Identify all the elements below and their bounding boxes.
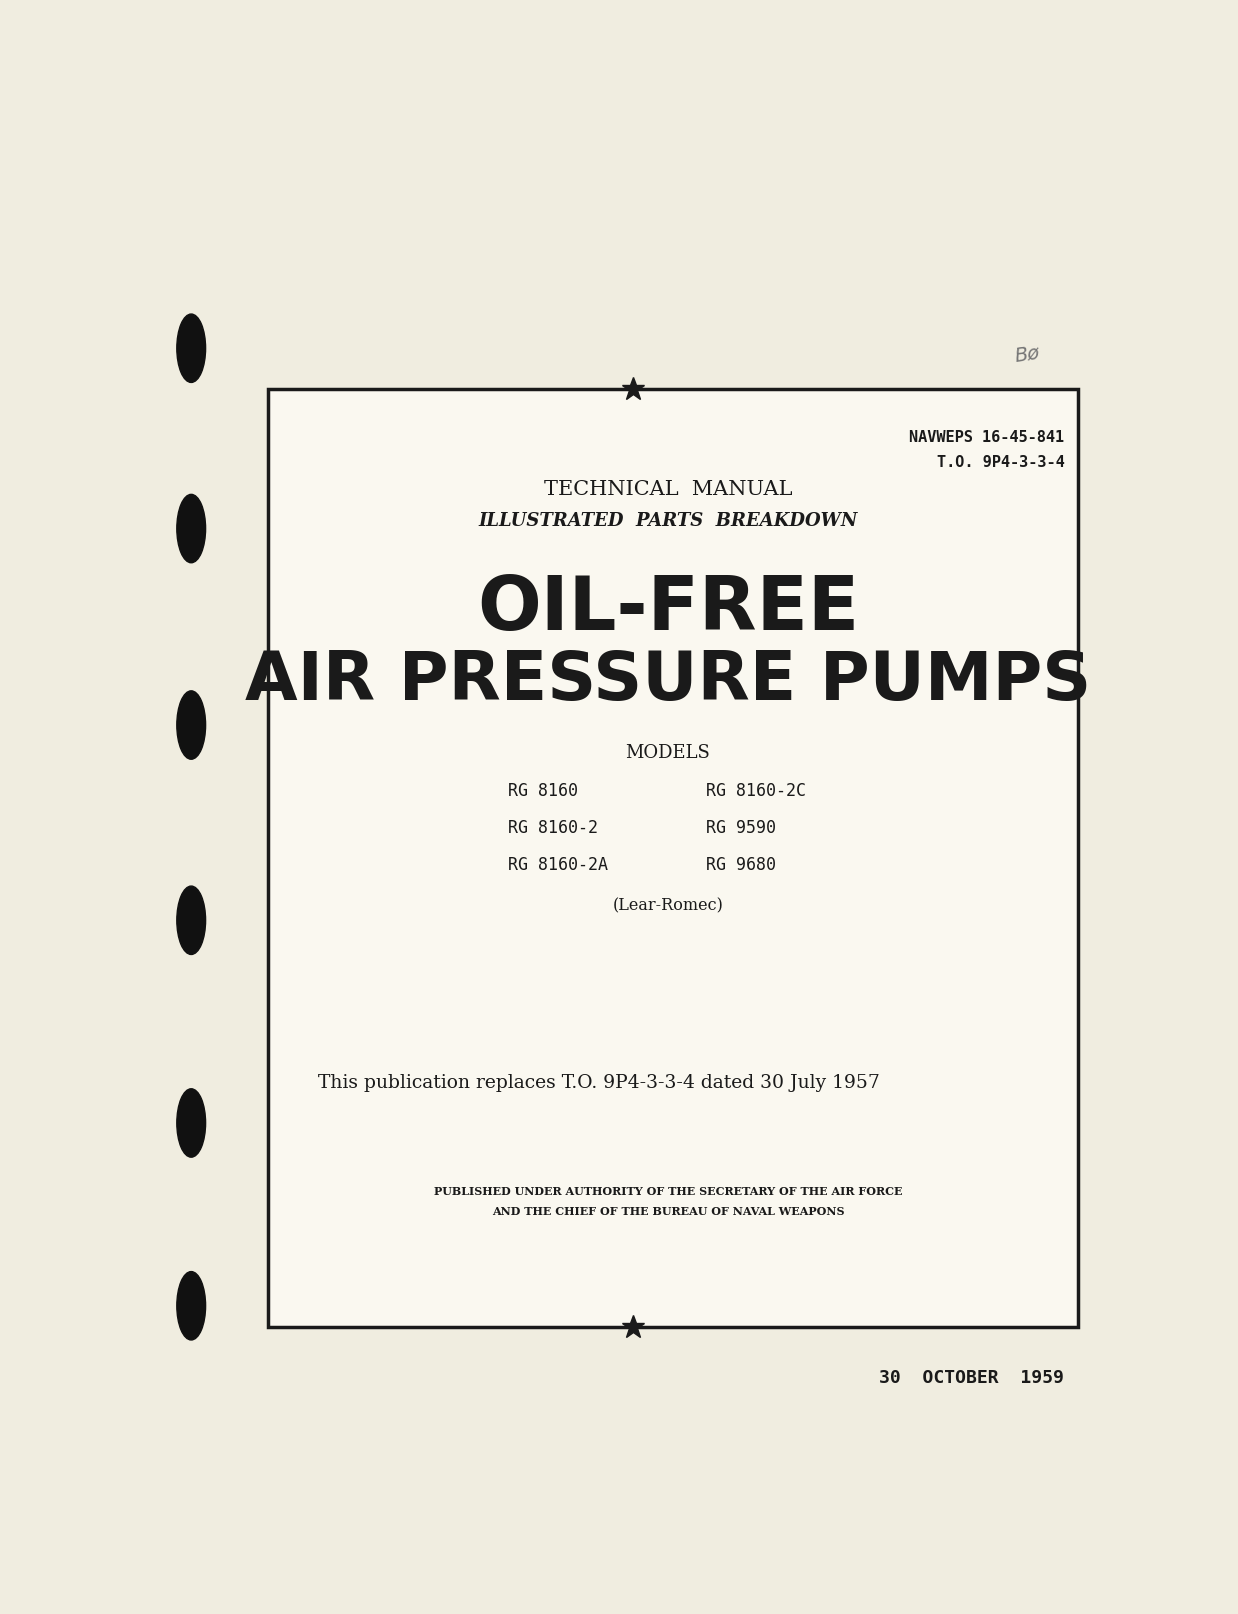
Text: RG 8160-2: RG 8160-2 <box>508 818 598 836</box>
Ellipse shape <box>177 1272 206 1340</box>
Text: (Lear-Romec): (Lear-Romec) <box>613 897 723 914</box>
Ellipse shape <box>177 1089 206 1157</box>
Text: OIL-FREE: OIL-FREE <box>477 573 859 646</box>
Text: This publication replaces T.O. 9P4-3-3-4 dated 30 July 1957: This publication replaces T.O. 9P4-3-3-4… <box>318 1073 880 1091</box>
Text: RG 8160-2C: RG 8160-2C <box>707 781 806 799</box>
Text: AND THE CHIEF OF THE BUREAU OF NAVAL WEAPONS: AND THE CHIEF OF THE BUREAU OF NAVAL WEA… <box>491 1204 844 1215</box>
Text: RG 9680: RG 9680 <box>707 855 776 873</box>
Ellipse shape <box>177 495 206 563</box>
Text: TECHNICAL  MANUAL: TECHNICAL MANUAL <box>543 479 792 499</box>
Text: ILLUSTRATED  PARTS  BREAKDOWN: ILLUSTRATED PARTS BREAKDOWN <box>478 512 858 529</box>
Ellipse shape <box>177 315 206 383</box>
Text: NAVWEPS 16-45-841: NAVWEPS 16-45-841 <box>909 429 1065 445</box>
Text: RG 8160: RG 8160 <box>508 781 578 799</box>
Text: RG 9590: RG 9590 <box>707 818 776 836</box>
Text: 30  OCTOBER  1959: 30 OCTOBER 1959 <box>879 1367 1065 1386</box>
Text: Bø: Bø <box>1014 342 1041 365</box>
Bar <box>267 391 1078 1327</box>
Text: RG 8160-2A: RG 8160-2A <box>508 855 608 873</box>
Text: T.O. 9P4-3-3-4: T.O. 9P4-3-3-4 <box>937 455 1065 470</box>
Ellipse shape <box>177 691 206 760</box>
Ellipse shape <box>177 886 206 955</box>
Text: MODELS: MODELS <box>625 744 711 762</box>
Text: AIR PRESSURE PUMPS: AIR PRESSURE PUMPS <box>245 647 1091 713</box>
Text: PUBLISHED UNDER AUTHORITY OF THE SECRETARY OF THE AIR FORCE: PUBLISHED UNDER AUTHORITY OF THE SECRETA… <box>433 1185 903 1196</box>
